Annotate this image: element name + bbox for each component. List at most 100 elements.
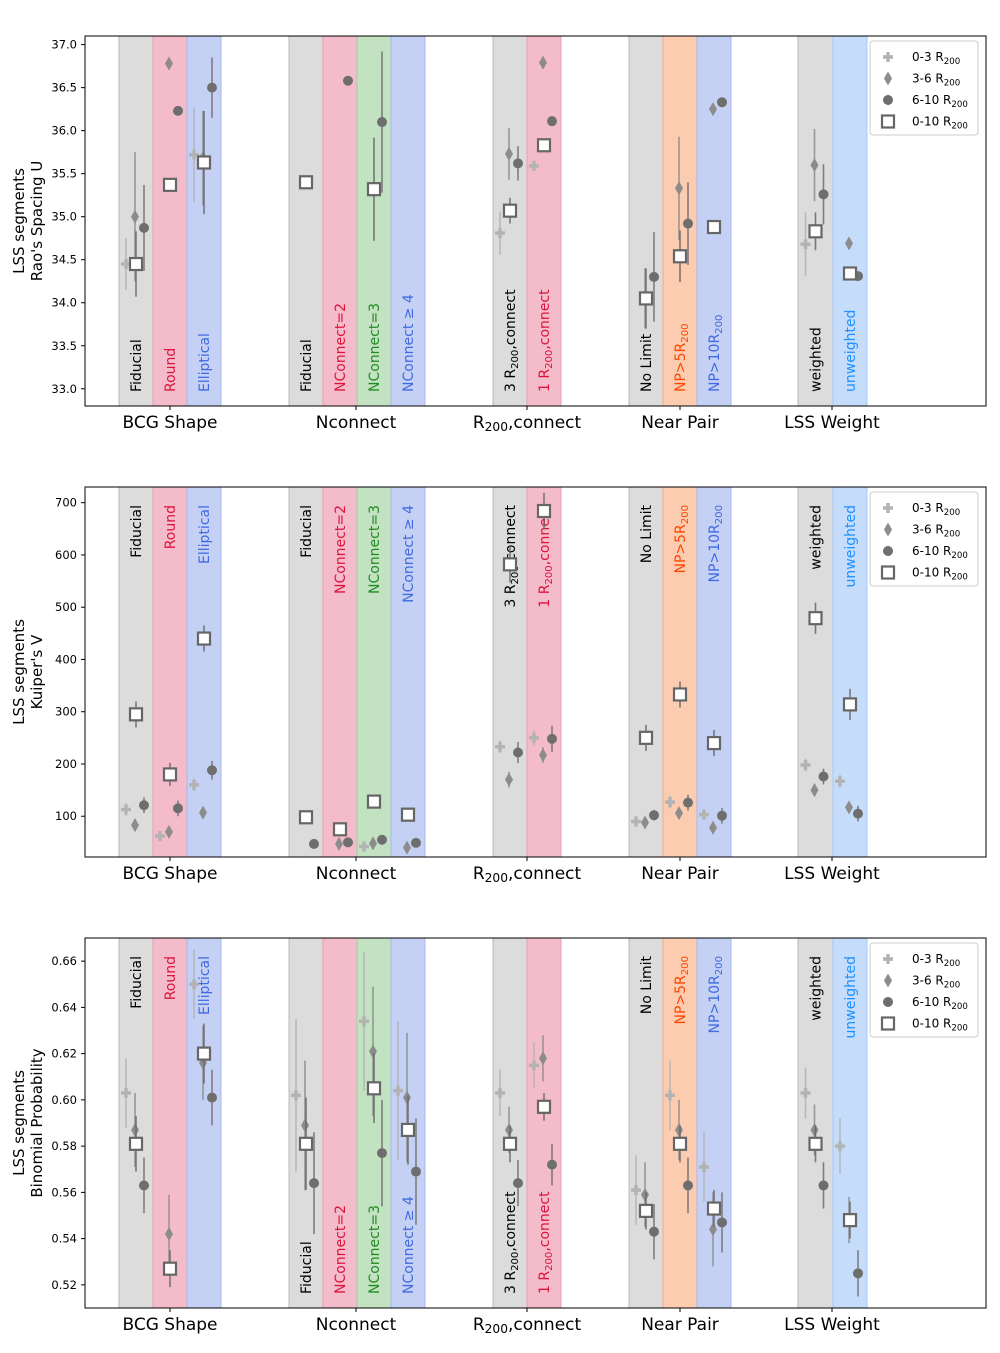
y-axis-label: LSS segmentsBinomial Probability [10,1048,46,1197]
x-tick-label: LSS Weight [784,864,880,884]
point-square-bcg_round [162,1261,178,1276]
point-diamond-np10 [709,1222,717,1237]
band-uw [832,486,868,858]
legend-plus-marker [883,52,893,62]
point-square-np_none [638,1203,654,1218]
column-label-nc4: NConnect ≥ 4 [401,505,417,603]
point-diamond-r1 [539,748,547,763]
point-plus-bcg_fid [121,804,131,815]
point-plus-r3 [495,1087,505,1098]
point-plus-bcg_fid [121,1087,131,1098]
column-label-np5: NP>5R200 [673,505,691,574]
point-square-bcg_fid [128,1136,144,1151]
band-uw [832,937,868,1309]
column-label-uw: unweighted [843,505,859,587]
point-plus-bcg_round [155,831,165,842]
legend-square-marker [880,565,896,580]
y-tick-label: 37.0 [51,38,77,52]
point-plus-r1 [529,1060,539,1071]
point-plus-np5 [665,797,675,808]
column-label-nc_fid: Fiducial [299,339,315,392]
legend-box [869,942,979,1038]
y-tick-label: 0.66 [51,954,77,968]
y-tick-label: 35.5 [51,167,77,181]
legend-label-diamond: 3-6 R200 [912,72,960,89]
point-square-r1 [536,1099,552,1114]
point-circle-r1 [547,116,557,127]
point-square-nc2 [332,822,348,837]
point-circle-bcg_fid [139,222,149,233]
point-circle-np10 [717,97,727,108]
point-circle-r3 [513,1178,523,1189]
point-diamond-r3 [505,146,513,161]
point-square-r3 [502,203,518,218]
point-plus-w [800,239,811,250]
point-circle-nc3 [377,117,387,128]
point-plus-nc3 [359,841,369,852]
point-diamond-np_none [641,815,649,830]
point-circle-nc2 [343,75,353,86]
point-square-r3 [502,1136,518,1151]
point-plus-w [800,1087,811,1098]
axes-frame [84,35,987,407]
band-np_none [628,486,664,858]
point-square-uw [842,1213,858,1228]
legend-label-diamond: 3-6 R200 [912,974,960,991]
point-circle-np5 [683,1180,693,1191]
point-circle-nc2 [343,837,353,848]
panel-3: Fiducial Round Elliptical Fiducial NConnect=… [10,937,987,1336]
band-nc_fid [288,486,324,858]
point-diamond-bcg_fid [131,1122,139,1137]
y-axis-label: LSS segmentsRao's Spacing U [10,161,46,282]
point-circle-np5 [683,797,693,808]
point-plus-uw [835,776,845,787]
legend-label-square: 0-10 R200 [912,1017,968,1034]
point-square-r1 [536,503,552,519]
y-tick-label: 200 [55,757,77,771]
point-square-nc_fid [298,810,314,825]
column-label-nc2: NConnect=2 [333,1205,349,1294]
point-circle-np_none [649,271,659,282]
column-label-bcg_fid: Fiducial [129,956,145,1009]
point-diamond-bcg_ell [199,805,207,820]
point-diamond-bcg_round [165,824,173,839]
point-circle-nc3 [377,834,387,845]
column-label-nc2: NConnect=2 [333,303,349,392]
y-tick-label: 33.0 [51,382,77,396]
point-square-np10 [706,1201,722,1216]
point-square-nc3 [366,794,382,809]
point-circle-nc_fid [309,1178,319,1189]
band-bcg_round [152,486,188,858]
legend-circle-marker [883,546,893,556]
y-tick-label: 0.60 [51,1093,77,1107]
band-bcg_round [152,35,188,407]
legend-label-circle: 6-10 R200 [912,995,968,1012]
point-plus-np5 [665,1090,675,1101]
point-diamond-uw [845,236,853,251]
x-tick-label: Nconnect [316,1315,397,1335]
point-square-w [808,611,823,626]
point-plus-r1 [529,160,539,171]
legend-square-marker [880,1016,896,1031]
band-bcg_round [152,937,188,1309]
point-plus-r3 [495,741,505,752]
point-diamond-uw [845,800,853,815]
column-label-np10: NP>10R200 [707,315,725,392]
point-square-np5 [672,687,688,702]
column-label-r1: 1 R200,connect [537,1191,555,1294]
column-label-w: weighted [809,505,825,570]
point-diamond-nc4 [403,1090,411,1105]
y-tick-label: 0.62 [51,1047,77,1061]
point-square-np5 [672,249,688,264]
point-diamond-r1 [539,55,547,70]
point-square-w [808,224,823,239]
point-diamond-np5 [675,1122,683,1137]
legend-plus-marker [883,954,893,964]
point-square-np10 [706,735,722,751]
column-label-r3: 3 R200,connect [503,1191,521,1294]
panel-1: Fiducial Round Elliptical Fiducial NConnect=… [10,35,987,434]
axes-frame [84,486,987,858]
point-square-np_none [638,291,654,306]
point-circle-w [818,189,829,200]
point-plus-bcg_ell [189,149,199,160]
